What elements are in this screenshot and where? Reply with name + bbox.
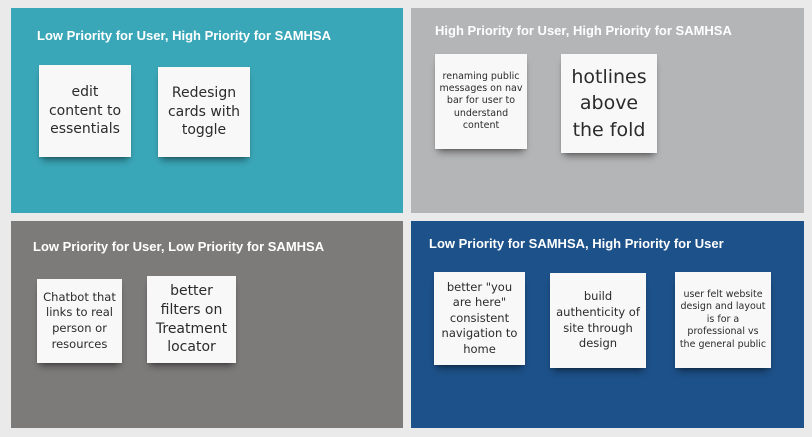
sticky-note[interactable]: Redesign cards with toggle: [158, 67, 250, 157]
sticky-note[interactable]: better filters on Treatment locator: [147, 276, 236, 363]
sticky-note[interactable]: edit content to essentials: [39, 65, 131, 157]
sticky-note[interactable]: build authenticity of site through desig…: [550, 273, 646, 368]
quadrant-title: Low Priority for User, Low Priority for …: [33, 239, 325, 254]
quadrant-high-user-high-samhsa: High Priority for User, High Priority fo…: [411, 8, 804, 213]
sticky-note[interactable]: Chatbot that links to real person or res…: [37, 279, 122, 363]
quadrant-low-user-high-samhsa: Low Priority for User, High Priority for…: [11, 8, 403, 213]
sticky-note-text: better "you are here" consistent navigat…: [441, 279, 518, 356]
quadrant-title: Low Priority for SAMHSA, High Priority f…: [429, 236, 724, 251]
sticky-note-text: hotlines above the fold: [571, 65, 647, 141]
sticky-note[interactable]: user felt website design and layout is f…: [675, 272, 771, 368]
sticky-note-text: user felt website design and layout is f…: [679, 289, 767, 350]
sticky-note-text: better filters on Treatment locator: [155, 282, 228, 356]
quadrant-low-samhsa-high-user: Low Priority for SAMHSA, High Priority f…: [411, 221, 804, 428]
sticky-note[interactable]: renaming public messages on nav bar for …: [435, 54, 527, 149]
sticky-note-text: build authenticity of site through desig…: [556, 289, 640, 351]
quadrant-title: High Priority for User, High Priority fo…: [435, 23, 732, 38]
sticky-note[interactable]: better "you are here" consistent navigat…: [434, 272, 525, 365]
sticky-note-text: Redesign cards with toggle: [167, 84, 241, 139]
sticky-note-text: edit content to essentials: [48, 83, 122, 138]
quadrant-title: Low Priority for User, High Priority for…: [37, 28, 331, 43]
sticky-note[interactable]: hotlines above the fold: [561, 54, 657, 153]
sticky-note-text: Chatbot that links to real person or res…: [43, 289, 116, 351]
quadrant-low-user-low-samhsa: Low Priority for User, Low Priority for …: [11, 221, 403, 428]
sticky-note-text: renaming public messages on nav bar for …: [439, 70, 523, 132]
